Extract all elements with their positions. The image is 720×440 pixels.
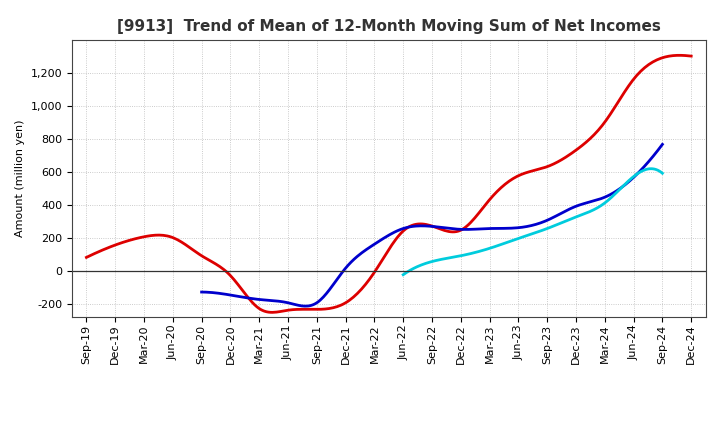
Title: [9913]  Trend of Mean of 12-Month Moving Sum of Net Incomes: [9913] Trend of Mean of 12-Month Moving … (117, 19, 661, 34)
Y-axis label: Amount (million yen): Amount (million yen) (15, 119, 25, 237)
